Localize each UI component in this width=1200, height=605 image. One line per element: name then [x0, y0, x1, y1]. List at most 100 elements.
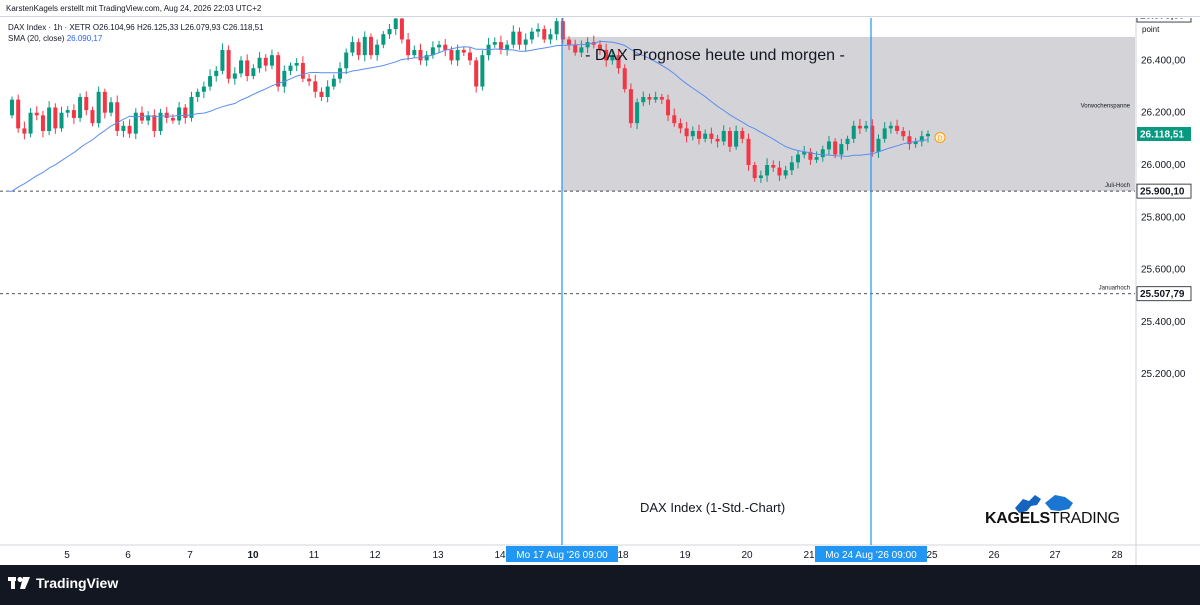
candle-body [647, 97, 652, 100]
candle-body [888, 125, 893, 129]
zone-label: Vorwochenspanne [1081, 103, 1131, 109]
x-tick-label: 6 [125, 550, 131, 561]
candle-body [344, 52, 349, 69]
candle-body [839, 144, 844, 155]
candle-body [851, 125, 856, 139]
candle-body [622, 68, 627, 90]
candle-body [430, 47, 435, 56]
sma-line [7, 40, 929, 192]
candle-body [313, 81, 318, 92]
chart-caption: DAX Index (1-Std.-Chart) [640, 500, 786, 515]
price-chart[interactable]: pointVorwochenspanne27.000,0026.800,0026… [0, 18, 1200, 565]
sma-legend: SMA (20, close) 26.090,17 [8, 33, 264, 44]
candle-body [350, 42, 355, 53]
candle-body [461, 49, 466, 53]
chart-title: - DAX Prognose heute und morgen - [585, 47, 845, 64]
price-axis-unit: point [1142, 25, 1160, 34]
candle-body [47, 107, 52, 132]
candle-body [189, 97, 194, 118]
y-tick-label: 25.200,00 [1141, 369, 1186, 380]
candle-body [214, 70, 219, 77]
x-tick-label: 12 [369, 550, 381, 561]
candle-body [455, 49, 460, 61]
sma-value: 26.090,17 [66, 34, 103, 43]
candle-body [709, 133, 714, 139]
candle-body [226, 49, 231, 79]
candle-body [567, 39, 572, 45]
x-tick-label: 11 [309, 550, 320, 561]
x-tick-label: 25 [926, 550, 938, 561]
candle-body [480, 55, 485, 87]
candle-body [474, 60, 479, 87]
candle-body [34, 112, 39, 116]
candle-body [542, 29, 547, 40]
candle-body [727, 131, 732, 147]
candle-body [573, 44, 578, 53]
x-tick-label: 27 [1049, 550, 1061, 561]
candle-body [10, 99, 14, 116]
candle-body [356, 42, 361, 56]
candle-body [808, 151, 813, 160]
candle-body [78, 97, 83, 118]
candle-body [288, 65, 293, 71]
candle-body [833, 141, 838, 155]
candle-body [319, 91, 324, 98]
candle-body [152, 115, 157, 132]
candle-body [282, 70, 287, 87]
candle-body [325, 86, 330, 98]
candle-body [418, 49, 423, 61]
candle-body [616, 55, 621, 69]
level-price-label: 26.573,50 [1140, 18, 1185, 22]
candle-body [220, 49, 225, 71]
candle-body [820, 149, 825, 158]
y-tick-label: 25.800,00 [1141, 212, 1186, 223]
tradingview-footer: TradingView [0, 565, 1200, 605]
candle-body [913, 141, 918, 145]
candle-body [16, 99, 21, 129]
tradingview-logo[interactable]: TradingView [8, 575, 118, 591]
candle-body [90, 110, 95, 124]
candle-body [102, 91, 107, 113]
candle-body [406, 39, 411, 56]
candle-body [387, 29, 392, 35]
candle-body [635, 102, 640, 124]
candle-body [666, 99, 671, 116]
x-tick-label: 13 [432, 550, 444, 561]
candle-body [765, 165, 770, 176]
candle-body [926, 133, 930, 137]
x-tick-label: 14 [494, 550, 506, 561]
level-price-box [1136, 18, 1192, 23]
candle-body [368, 36, 373, 56]
dividend-marker-icon [934, 132, 946, 144]
candle-body [399, 18, 404, 40]
candle-body [659, 97, 664, 100]
candle-body [177, 107, 182, 121]
candle-body [127, 125, 132, 134]
symbol-info: DAX Index · 1h · XETR O26.104,96 H26.125… [8, 23, 264, 32]
candle-body [740, 131, 745, 139]
candle-body [597, 44, 602, 50]
y-tick-label: 26.200,00 [1141, 108, 1186, 119]
candle-body [876, 138, 881, 152]
x-tick-label: 26 [988, 550, 1000, 561]
candle-body [814, 157, 819, 160]
candle-body [734, 131, 739, 147]
candle-body [201, 86, 206, 92]
candle-body [684, 128, 689, 137]
candle-body [771, 165, 776, 168]
y-tick-label: 25.400,00 [1141, 317, 1186, 328]
candle-body [245, 60, 250, 77]
y-tick-label: 25.600,00 [1141, 265, 1186, 276]
candle-body [195, 91, 200, 98]
candle-body [121, 125, 126, 132]
vertical-marker-box [815, 546, 927, 562]
chart-legend: DAX Index · 1h · XETR O26.104,96 H26.125… [8, 22, 264, 44]
x-tick-label: 20 [741, 550, 753, 561]
candle-body [517, 31, 522, 45]
candle-body [251, 68, 256, 77]
candle-body [789, 162, 794, 171]
candle-body [721, 131, 726, 142]
level-price-box [1136, 183, 1192, 199]
candle-body [294, 63, 299, 66]
candle-body [604, 49, 609, 61]
